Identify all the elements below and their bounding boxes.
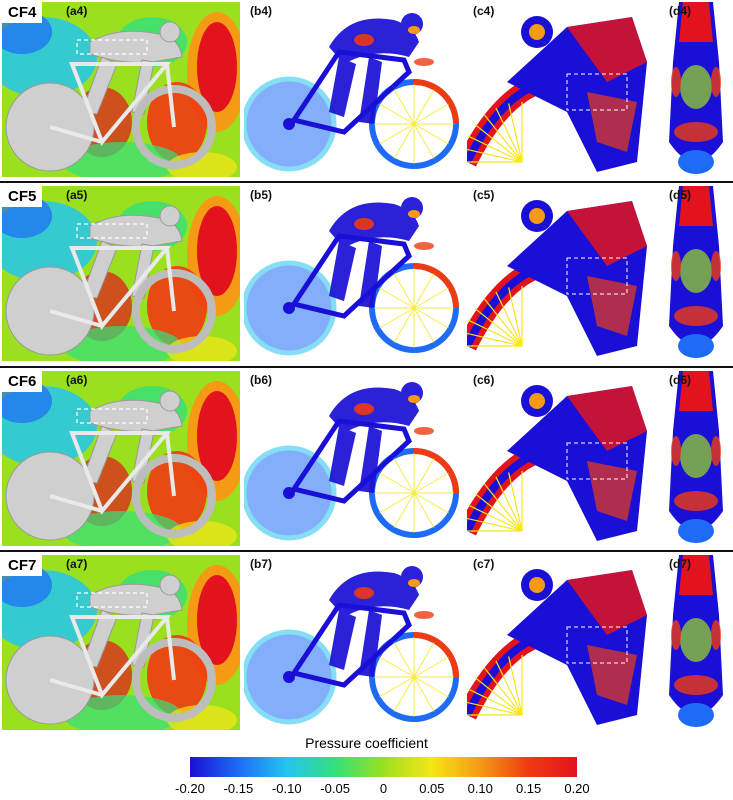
panel-b-pressure-contour: [244, 371, 462, 546]
panel-label: (a5): [66, 188, 88, 202]
figure-row-5: (a5) (b5) (c5) (d5) CF5: [0, 184, 733, 361]
panel-a-pressure-contour: [2, 371, 240, 546]
panel-c-image: [467, 371, 659, 546]
figure-row-6: (a6) (b6) (c6) (d6) CF6: [0, 369, 733, 546]
colorbar-tick-label: 0.05: [419, 781, 445, 796]
panel-a-pressure-contour: [2, 555, 240, 730]
colorbar-tick-label: 0.20: [564, 781, 590, 796]
panel-label: (c6): [473, 373, 495, 387]
panel-d-image: [661, 555, 731, 730]
panel-label: (d4): [669, 4, 691, 18]
panel-d-pressure-contour: [661, 371, 731, 546]
colorbar-tick-label: -0.15: [223, 781, 254, 796]
panel-label: (a7): [66, 557, 88, 571]
panel-b-pressure-contour: [244, 186, 462, 361]
panel-c-image: [467, 555, 659, 730]
panel-c-image: [467, 2, 659, 177]
colorbar-tick-label: 0.10: [467, 781, 493, 796]
panel-b-image: [244, 186, 462, 361]
panel-label: (b7): [250, 557, 272, 571]
case-label: CF6: [2, 371, 43, 392]
case-label: CF5: [2, 186, 43, 207]
panel-c-image: [467, 186, 659, 361]
case-label: CF7: [2, 555, 43, 576]
panel-b-image: [244, 371, 462, 546]
panel-d-pressure-contour: [661, 2, 731, 177]
panel-label: (a4): [66, 4, 88, 18]
panel-label: (b6): [250, 373, 272, 387]
panel-d-pressure-contour: [661, 186, 731, 361]
panel-label: (c5): [473, 188, 495, 202]
panel-d-image: [661, 2, 731, 177]
figure-row-4: (a4) (b4) (c4) (d4) CF4: [0, 0, 733, 177]
panel-label: (d6): [669, 373, 691, 387]
colorbar-tick-label: -0.10: [271, 781, 302, 796]
row-separator: [0, 366, 733, 368]
panel-a-image: [2, 186, 240, 361]
figure-row-7: (a7) (b7) (c7) (d7) CF7: [0, 553, 733, 730]
panel-label: (b5): [250, 188, 272, 202]
panel-b-image: [244, 555, 462, 730]
panel-label: (b4): [250, 4, 272, 18]
panel-label: (d7): [669, 557, 691, 571]
panel-a-image: [2, 371, 240, 546]
colorbar-title: Pressure coefficient: [305, 735, 428, 751]
panel-a-pressure-contour: [2, 2, 240, 177]
case-label: CF4: [2, 2, 43, 23]
panel-label: (c7): [473, 557, 495, 571]
colorbar-tick-label: 0: [379, 781, 388, 796]
colorbar-tick-label: 0.15: [515, 781, 542, 796]
panel-c-pressure-contour: [467, 186, 659, 361]
panel-label: (c4): [473, 4, 495, 18]
panel-a-pressure-contour: [2, 186, 240, 361]
panel-a-image: [2, 2, 240, 177]
row-separator: [0, 181, 733, 183]
panel-d-image: [661, 186, 731, 361]
panel-label: (a6): [66, 373, 88, 387]
panel-b-pressure-contour: [244, 2, 462, 177]
panel-d-image: [661, 371, 731, 546]
panel-c-pressure-contour: [467, 555, 659, 730]
panel-c-pressure-contour: [467, 371, 659, 546]
panel-a-image: [2, 555, 240, 730]
colorbar-tick-label: -0.20: [175, 781, 205, 796]
colorbar: [190, 757, 577, 777]
panel-d-pressure-contour: [661, 555, 731, 730]
panel-b-image: [244, 2, 462, 177]
row-separator: [0, 550, 733, 552]
panel-label: (d5): [669, 188, 691, 202]
panel-c-pressure-contour: [467, 2, 659, 177]
panel-b-pressure-contour: [244, 555, 462, 730]
colorbar-tick-label: -0.05: [320, 781, 350, 796]
